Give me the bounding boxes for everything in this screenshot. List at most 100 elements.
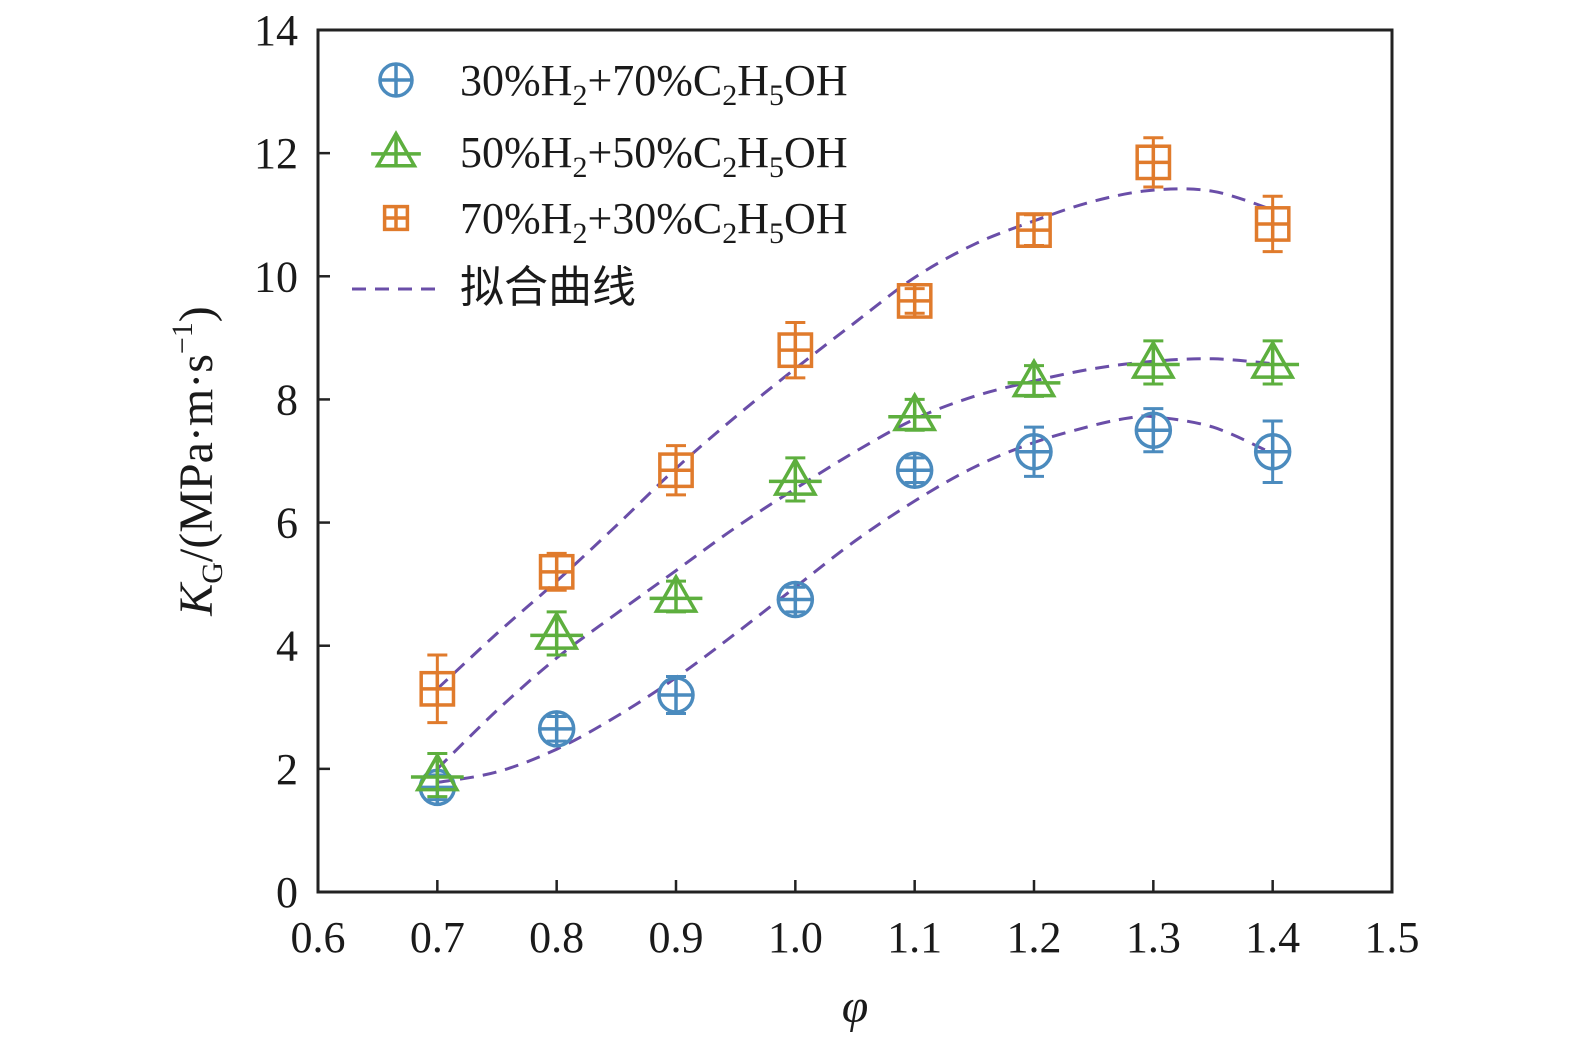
x-tick-label: 0.9: [649, 913, 704, 962]
marker-symbol: [768, 456, 822, 496]
legend-label-part: 2: [572, 217, 587, 250]
legend-label: 30%H2+70%C2H5OH: [460, 56, 848, 112]
data-point: [896, 283, 933, 319]
marker-symbol: [895, 451, 934, 489]
marker-symbol: [1254, 206, 1291, 242]
data-point: [1246, 339, 1300, 386]
data-point: [1007, 357, 1061, 398]
marker-symbol: [538, 553, 575, 590]
marker-symbol: [658, 452, 694, 489]
marker-symbol: [657, 676, 695, 714]
fit-curve: [437, 414, 1274, 784]
marker-symbol: [382, 204, 410, 232]
marker-symbol: [371, 130, 421, 168]
x-axis-title: φ: [842, 980, 869, 1033]
data-point: [410, 751, 464, 799]
x-tick-label: 1.2: [1007, 913, 1062, 962]
data-point: [1126, 339, 1180, 386]
legend-item: 50%H2+50%C2H5OH: [371, 128, 848, 184]
y-axis-title: KG/(MPa·m·s−1): [166, 306, 229, 617]
legend-label-part: OH: [784, 194, 848, 243]
legend-label: 50%H2+50%C2H5OH: [460, 128, 848, 184]
data-point: [888, 391, 942, 432]
x-tick-label: 1.4: [1245, 913, 1300, 962]
data-point: [1135, 136, 1172, 189]
x-tick-label: 0.7: [410, 913, 465, 962]
fit-curve: [436, 357, 1273, 770]
legend-label-part: OH: [784, 128, 848, 177]
data-point: [1134, 407, 1173, 454]
y-tick-label: 0: [276, 868, 298, 917]
marker-symbol: [378, 62, 414, 98]
legend-label-part: 2: [572, 79, 587, 112]
data-point: [777, 320, 814, 380]
legend-label-part: 5: [769, 217, 784, 250]
legend-fit-label: 拟合曲线: [460, 263, 636, 312]
legend-item-fit: 拟合曲线: [352, 263, 636, 312]
legend-label-part: 2: [722, 151, 737, 184]
data-point: [537, 710, 576, 748]
data-markers: [410, 136, 1300, 807]
marker-symbol: [419, 670, 456, 707]
marker-symbol: [530, 610, 584, 650]
x-tick-label: 1.0: [768, 913, 823, 962]
data-point: [1016, 212, 1052, 249]
axes: 0.6 0.7 0.8 0.9 1.0 1.1 1.2 1.3 1.4 1.5 0 2 4 6 8 10 12 1…: [166, 6, 1420, 1033]
y-tick-label: 2: [276, 745, 298, 794]
y-tick-label: 6: [276, 499, 298, 548]
marker-symbol: [777, 332, 814, 369]
y-axis-units: /(MPa·m·s: [170, 354, 223, 562]
y-axis-symbol: K: [170, 581, 223, 617]
y-axis-superscript: −1: [166, 322, 199, 354]
marker-symbol: [888, 391, 942, 432]
legend-label-part: +30%C: [587, 194, 722, 243]
y-tick-label: 14: [254, 6, 298, 55]
legend: 30%H2+70%C2H5OH50%H2+50%C2H5OH70%H2+30%C…: [352, 56, 848, 312]
marker-symbol: [1126, 339, 1180, 379]
marker-symbol: [649, 573, 703, 613]
data-point: [1015, 425, 1053, 478]
marker-symbol: [1134, 411, 1173, 449]
marker-symbol: [537, 710, 576, 748]
marker-symbol: [776, 580, 815, 619]
legend-label-part: +70%C: [587, 56, 722, 105]
y-axis-close: ): [170, 306, 223, 322]
data-point: [658, 444, 694, 497]
legend-label-part: 50%H: [460, 128, 572, 177]
marker-symbol: [1015, 433, 1053, 471]
x-tick-label: 1.3: [1126, 913, 1181, 962]
data-point: [768, 456, 822, 503]
legend-label-part: OH: [784, 56, 848, 105]
data-point: [419, 653, 456, 725]
data-point: [776, 580, 815, 619]
marker-symbol: [410, 751, 464, 792]
legend-label-part: 5: [769, 151, 784, 184]
x-tick-label: 0.6: [291, 913, 346, 962]
legend-label-part: 70%H: [460, 194, 572, 243]
legend-label-part: H: [737, 56, 769, 105]
legend-label-part: H: [737, 194, 769, 243]
y-tick-label: 12: [254, 129, 298, 178]
data-point: [895, 451, 934, 489]
data-point: [1254, 194, 1291, 254]
marker-symbol: [896, 283, 933, 319]
legend-label-part: +50%C: [587, 128, 722, 177]
legend-item: 30%H2+70%C2H5OH: [378, 56, 848, 112]
legend-label-part: 5: [769, 79, 784, 112]
legend-label-part: 2: [572, 151, 587, 184]
x-tick-label: 0.8: [529, 913, 584, 962]
legend-label: 70%H2+30%C2H5OH: [460, 194, 848, 250]
x-tick-label: 1.5: [1365, 913, 1420, 962]
y-axis-subscript: G: [196, 562, 229, 584]
marker-symbol: [1007, 357, 1061, 398]
y-tick-label: 10: [254, 252, 298, 301]
legend-item: 70%H2+30%C2H5OH: [382, 194, 848, 250]
legend-label-part: 30%H: [460, 56, 572, 105]
marker-symbol: [1016, 212, 1052, 249]
y-tick-label: 4: [276, 622, 298, 671]
data-point: [649, 573, 703, 614]
data-point: [530, 610, 584, 657]
marker-symbol: [1135, 144, 1172, 181]
marker-symbol: [1253, 433, 1292, 471]
